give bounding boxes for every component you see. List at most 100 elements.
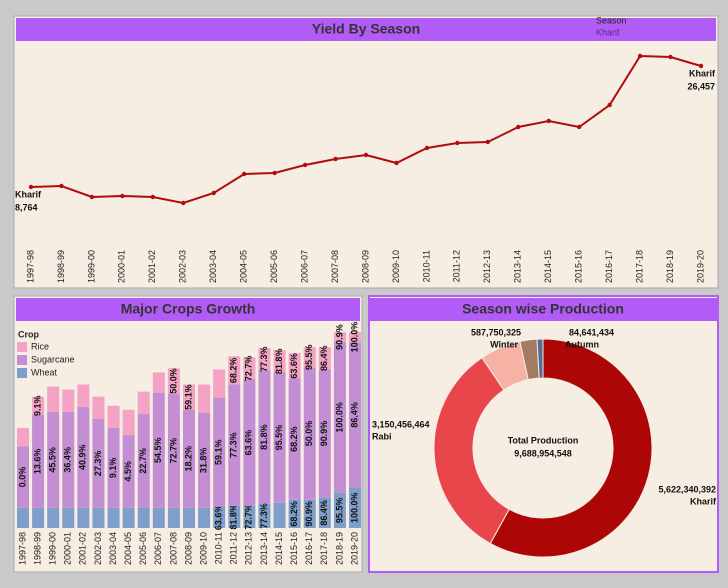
segment-label: 68.2% — [289, 501, 299, 527]
bar-segment — [273, 350, 286, 373]
x-tick-label: 2015-16 — [289, 532, 299, 565]
pie-header — [370, 298, 717, 321]
legend-entry: Rice — [31, 341, 49, 351]
donut-slice — [536, 338, 544, 379]
point — [546, 118, 551, 124]
x-tick-label: 2012-13 — [482, 250, 492, 283]
x-tick-label: 2004-05 — [239, 250, 249, 283]
x-tick-label: 2010-11 — [214, 532, 224, 564]
bar-segment — [32, 396, 45, 415]
x-tick-label: 2008-09 — [360, 250, 370, 283]
bar-segment — [198, 384, 211, 413]
segment-label: 81.8% — [259, 424, 269, 450]
bar-segment — [303, 367, 316, 500]
line-header — [16, 18, 716, 41]
bar-segment — [318, 497, 331, 528]
legend-title: Season — [596, 15, 627, 25]
slice-name: Winter — [490, 339, 518, 349]
point — [120, 193, 125, 199]
x-tick-label: 2001-02 — [78, 532, 88, 565]
x-tick-label: 2018-19 — [665, 250, 675, 283]
bar-title: Major Crops Growth — [121, 301, 256, 317]
point — [455, 140, 460, 146]
x-tick-label: 1999-00 — [86, 250, 96, 283]
bar-segment — [228, 505, 241, 528]
legend-entry: Sugarcane — [31, 354, 75, 364]
pie-title: Season wise Production — [462, 301, 624, 317]
bar-segment — [62, 411, 75, 508]
segment-label: 9.1% — [32, 395, 42, 416]
segment-label: 86.4% — [319, 346, 329, 372]
x-tick-label: 2016-17 — [604, 250, 614, 283]
bar-segment — [318, 347, 331, 370]
point — [241, 171, 247, 177]
bar-segment — [288, 353, 301, 379]
x-tick-label: 2010-11 — [421, 250, 431, 282]
segment-label: 63.6% — [289, 353, 299, 379]
x-tick-label: 2006-07 — [153, 532, 163, 565]
bar-segment — [77, 507, 90, 528]
segment-label: 81.8% — [274, 349, 284, 375]
line-panel — [13, 15, 719, 289]
bar-segment — [183, 507, 195, 528]
bar-segment — [243, 505, 256, 528]
point — [302, 162, 308, 168]
bar-segment — [333, 342, 346, 493]
bar-segment — [107, 405, 120, 428]
bar-segment — [47, 386, 60, 412]
segment-label: 90.9% — [319, 421, 329, 447]
segment-label: 72.7% — [244, 504, 254, 530]
bar-segment — [167, 368, 180, 394]
x-tick-label: 2002-03 — [93, 532, 103, 565]
x-tick-label: 1999-00 — [48, 532, 58, 565]
x-tick-label: 2011-12 — [229, 532, 239, 564]
segment-label: 72.7% — [244, 356, 254, 382]
segment-label: 22.7% — [138, 448, 148, 474]
x-tick-label: 2017-18 — [634, 250, 644, 283]
x-tick-label: 2001-02 — [147, 250, 157, 283]
legend-entry: Wheat — [31, 367, 58, 377]
segment-label: 68.2% — [289, 426, 299, 452]
point — [668, 54, 673, 60]
x-tick-label: 2000-01 — [117, 250, 127, 283]
bar-segment — [333, 492, 346, 528]
segment-label: 50.0% — [168, 368, 178, 394]
bar-segment — [62, 389, 75, 412]
slice-value: 84,641,434 — [569, 327, 614, 337]
point — [698, 63, 704, 69]
bar-segment — [288, 378, 301, 500]
segment-label: 45.5% — [48, 447, 58, 473]
bar-segment — [152, 372, 165, 393]
segment-label: 31.8% — [198, 448, 208, 474]
bar-segment — [273, 502, 286, 528]
bar-segment — [303, 347, 316, 368]
segment-label: 63.6% — [214, 505, 224, 531]
x-tick-label: 2018-19 — [334, 532, 344, 565]
point — [363, 152, 369, 158]
bar-segment — [258, 503, 271, 528]
slice-name: Kharif — [690, 496, 717, 506]
bar-segment — [77, 406, 90, 508]
segment-label: 77.3% — [259, 347, 269, 373]
x-tick-label: 2013-14 — [513, 250, 523, 283]
segment-label: 90.9% — [334, 324, 344, 350]
segment-label: 100.0% — [349, 493, 359, 524]
bar-segment — [333, 332, 346, 343]
value-label: 26,457 — [687, 81, 715, 91]
bar-segment — [137, 413, 150, 508]
center-title: Total Production — [508, 435, 579, 445]
x-tick-label: 2019-20 — [695, 250, 705, 283]
bar-segment — [167, 393, 180, 508]
bar-segment — [152, 392, 165, 508]
bar-segment — [47, 411, 60, 508]
bar-segment — [137, 507, 150, 528]
bar-segment — [92, 507, 105, 528]
point — [272, 170, 277, 176]
x-tick-label: 2014-15 — [274, 532, 284, 565]
segment-label: 68.2% — [229, 358, 239, 384]
bar-segment — [288, 499, 301, 528]
x-tick-label: 2016-17 — [304, 532, 314, 565]
bar-segment — [47, 507, 60, 528]
point — [28, 184, 34, 190]
